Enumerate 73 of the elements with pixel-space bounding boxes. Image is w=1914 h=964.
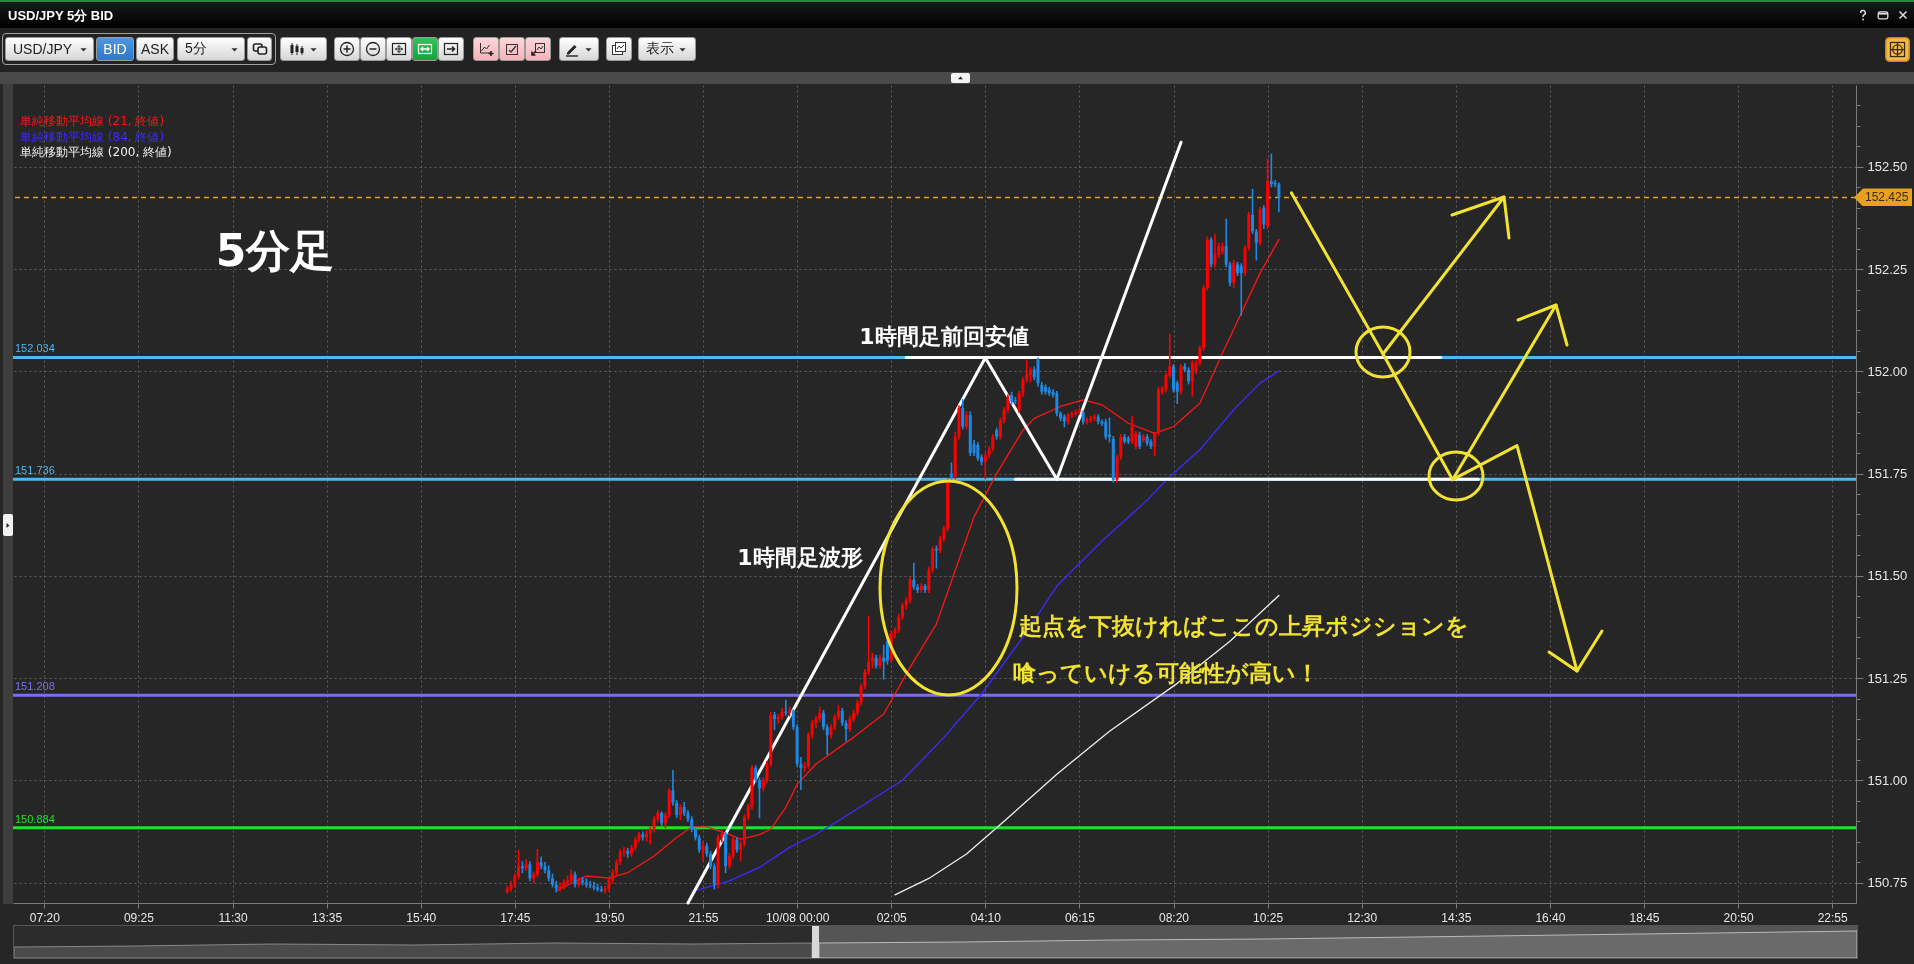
x-tick-label: 22:55 bbox=[1817, 910, 1849, 925]
candlestick bbox=[1251, 188, 1255, 234]
ref-line-label: 150.884 bbox=[15, 812, 55, 825]
x-tick-label: 17:45 bbox=[500, 910, 531, 925]
ref-line-label: 151.736 bbox=[15, 464, 55, 477]
x-tick-label: 10:25 bbox=[1253, 910, 1284, 925]
y-tick-label: 151.50 bbox=[1867, 568, 1908, 584]
candlestick bbox=[882, 644, 886, 680]
candlestick bbox=[908, 577, 912, 604]
annotation: 1時間足前回安値 bbox=[859, 324, 1029, 350]
candlestick bbox=[1130, 415, 1134, 445]
candlestick bbox=[912, 562, 916, 590]
x-tick-label: 06:15 bbox=[1064, 910, 1096, 925]
price-tag: 152.425 bbox=[1854, 188, 1912, 207]
candlestick bbox=[964, 411, 968, 430]
annotation: 1時間足波形 bbox=[737, 545, 863, 570]
x-tick-label: 02:05 bbox=[876, 910, 908, 925]
x-tick-label: 14:35 bbox=[1441, 910, 1472, 925]
candlestick bbox=[1190, 360, 1194, 397]
candlestick bbox=[1153, 431, 1157, 456]
text: 単純移動平均線 (200, 終値) bbox=[20, 145, 172, 159]
y-tick-label: 152.00 bbox=[1867, 363, 1908, 379]
candlestick bbox=[539, 856, 543, 870]
candlestick bbox=[1262, 205, 1266, 229]
y-tick-label: 150.75 bbox=[1867, 875, 1908, 891]
x-tick-label: 16:40 bbox=[1535, 910, 1566, 925]
select-box: 5分 bbox=[177, 37, 245, 61]
chart-title: USD/JPY 5分 BID bbox=[8, 7, 114, 25]
candlestick bbox=[1277, 182, 1281, 213]
candlestick bbox=[1269, 153, 1273, 188]
candlestick bbox=[558, 882, 562, 892]
x-tick-label: 04:10 bbox=[970, 910, 1002, 925]
y-tick-label: 152.25 bbox=[1867, 261, 1908, 277]
x-tick-label: 13:35 bbox=[312, 910, 343, 925]
annotation: 5分足 bbox=[215, 225, 335, 276]
x-tick-label: 19:50 bbox=[594, 910, 625, 925]
toggle-button: BID bbox=[96, 37, 134, 61]
y-tick-label: 151.00 bbox=[1867, 772, 1908, 788]
candlestick bbox=[701, 840, 705, 861]
candlestick bbox=[739, 840, 743, 861]
x-tick-label: 11:30 bbox=[218, 910, 248, 925]
candlestick bbox=[1089, 415, 1093, 423]
candlestick bbox=[535, 849, 539, 878]
x-tick-label: 21:55 bbox=[688, 910, 719, 925]
y-tick-label: 151.25 bbox=[1867, 670, 1908, 686]
candlestick bbox=[1239, 263, 1243, 316]
x-tick-label: 08:20 bbox=[1158, 910, 1190, 925]
candlestick bbox=[1254, 228, 1258, 261]
text: 単純移動平均線 (21, 終値) bbox=[20, 114, 165, 128]
candlestick bbox=[1055, 390, 1059, 417]
text: 単純移動平均線 (84, 終値) bbox=[20, 129, 165, 144]
candlestick bbox=[712, 863, 716, 890]
y-tick-label: 152.50 bbox=[1867, 159, 1908, 175]
x-tick-label: 10/08 00:00 bbox=[765, 910, 830, 925]
x-tick-label: 07:20 bbox=[29, 910, 61, 925]
x-tick-label: 20:50 bbox=[1723, 910, 1754, 925]
x-tick-label: 12:30 bbox=[1347, 910, 1378, 925]
ref-line-label: 151.208 bbox=[15, 680, 55, 693]
candlestick bbox=[626, 847, 630, 858]
x-tick-label: 15:40 bbox=[406, 910, 437, 925]
ref-line-label: 152.034 bbox=[15, 342, 55, 355]
dropdown-button: 表示 bbox=[638, 37, 696, 61]
x-tick-label: 18:45 bbox=[1629, 910, 1660, 925]
candlestick bbox=[1104, 418, 1108, 440]
y-tick-label: 151.75 bbox=[1867, 466, 1908, 482]
candlestick bbox=[1213, 233, 1217, 268]
candlestick bbox=[1232, 260, 1236, 289]
candlestick bbox=[524, 859, 528, 872]
toggle-button: ASK bbox=[136, 37, 174, 61]
candlestick bbox=[528, 861, 532, 882]
candlestick bbox=[961, 399, 965, 430]
select-box: USD/JPY bbox=[5, 37, 94, 61]
x-tick-label: 09:25 bbox=[123, 910, 155, 925]
